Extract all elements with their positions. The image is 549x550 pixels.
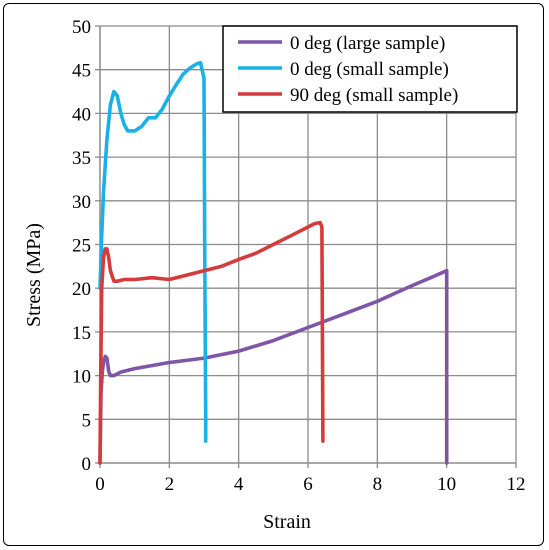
y-tick-label: 35 (72, 148, 91, 169)
y-tick-label: 50 (72, 17, 91, 38)
y-tick-label: 5 (82, 410, 92, 431)
y-tick-label: 0 (82, 454, 92, 475)
y-tick-label: 25 (72, 236, 91, 257)
y-tick-label: 10 (72, 367, 91, 388)
x-tick-label: 10 (437, 474, 456, 495)
series-line-1 (98, 268, 449, 465)
x-tick-label: 12 (507, 474, 526, 495)
y-tick-label: 30 (72, 192, 91, 213)
y-tick-label: 20 (72, 279, 91, 300)
y-tick-label: 45 (72, 61, 91, 82)
legend: 0 deg (large sample) 0 deg (small sample)… (222, 25, 518, 113)
legend-label-3: 90 deg (small sample) (290, 85, 458, 106)
x-tick-label: 0 (95, 474, 105, 495)
y-tick-label: 40 (72, 104, 91, 125)
series-lines (98, 60, 449, 465)
series-line-3 (98, 220, 325, 465)
legend-label-2: 0 deg (small sample) (290, 59, 449, 80)
y-tick-label: 15 (72, 323, 91, 344)
y-axis-label: Stress (MPa) (23, 223, 45, 327)
x-tick-label: 4 (234, 474, 244, 495)
x-tick-label: 2 (165, 474, 175, 495)
x-tick-label: 6 (303, 474, 313, 495)
x-tick-label: 8 (373, 474, 383, 495)
x-axis-label: Strain (263, 511, 311, 533)
legend-label-1: 0 deg (large sample) (290, 33, 445, 54)
series-line-2 (98, 60, 208, 443)
